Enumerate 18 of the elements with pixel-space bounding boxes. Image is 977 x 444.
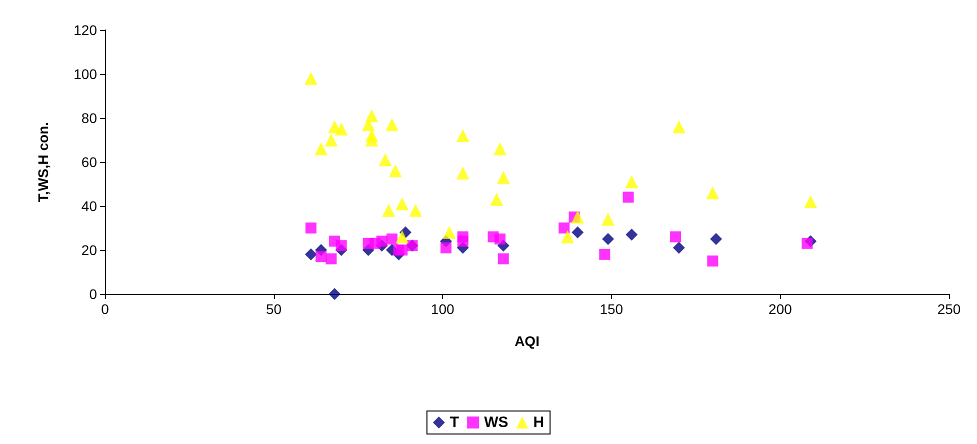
y-tick-label: 0 bbox=[89, 286, 98, 302]
x-tick-label: 250 bbox=[937, 301, 961, 317]
x-axis-title: AQI bbox=[514, 333, 540, 349]
y-tick-label: 40 bbox=[81, 198, 98, 214]
legend-label: WS bbox=[484, 414, 508, 431]
y-tick-label: 100 bbox=[74, 66, 98, 82]
legend-label: H bbox=[533, 414, 544, 431]
y-tick-label: 20 bbox=[81, 242, 98, 258]
x-tick-label: 200 bbox=[768, 301, 792, 317]
x-tick-label: 0 bbox=[101, 301, 110, 317]
y-tick-label: 80 bbox=[81, 110, 98, 126]
x-tick-label: 50 bbox=[266, 301, 282, 317]
y-tick-label: 60 bbox=[81, 154, 98, 170]
y-tick-label: 120 bbox=[74, 22, 98, 38]
y-axis-title: T,WS,H con. bbox=[35, 122, 51, 202]
x-tick-label: 100 bbox=[430, 301, 454, 317]
legend-label: T bbox=[450, 414, 460, 431]
x-tick-label: 150 bbox=[600, 301, 624, 317]
